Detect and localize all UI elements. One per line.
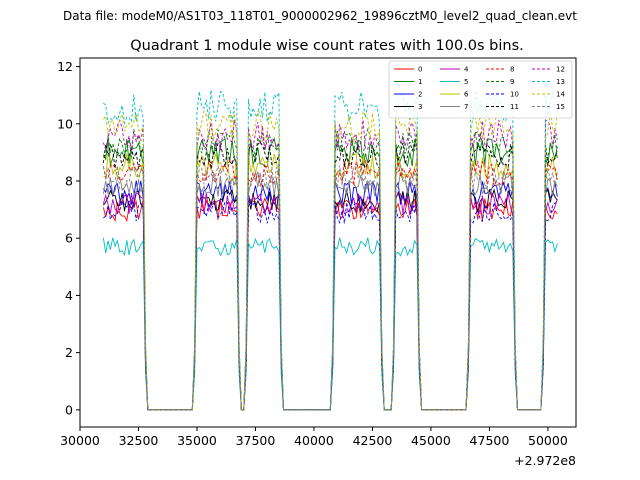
x-tick-label: 32500: [119, 433, 159, 448]
legend-label-10: 10: [510, 91, 519, 99]
legend-label-0: 0: [418, 66, 422, 74]
series-line-1: [102, 136, 558, 411]
series-line-9: [103, 127, 558, 411]
y-tick-label: 2: [65, 345, 73, 360]
legend-label-1: 1: [418, 78, 422, 86]
series-line-4: [102, 191, 558, 411]
chart-title: Quadrant 1 module wise count rates with …: [130, 38, 524, 54]
legend-label-15: 15: [556, 103, 565, 111]
y-tick-label: 4: [65, 288, 73, 303]
y-axis: 0 2 4 6 8 10 12: [57, 59, 80, 417]
legend-label-12: 12: [556, 66, 565, 74]
x-tick-label: 50000: [528, 433, 568, 448]
x-tick-label: 45000: [411, 433, 451, 448]
figure-suptitle: Data file: modeM0/AS1T03_118T01_90000029…: [63, 9, 577, 23]
series-line-8: [102, 159, 558, 411]
x-tick-label: 37500: [236, 433, 276, 448]
x-tick-label: 30000: [60, 433, 100, 448]
y-tick-label: 12: [57, 59, 73, 74]
y-tick-label: 10: [57, 116, 73, 131]
series-line-10: [103, 199, 558, 411]
series-line-12: [102, 118, 558, 411]
legend-box: [388, 60, 573, 119]
legend-label-2: 2: [418, 91, 422, 99]
y-tick-label: 0: [65, 402, 73, 417]
legend-label-3: 3: [418, 103, 422, 111]
series-line-11: [102, 141, 558, 411]
y-tick-label: 8: [65, 174, 73, 189]
legend-label-14: 14: [556, 91, 565, 99]
legend-label-5: 5: [464, 78, 468, 86]
legend-label-13: 13: [556, 78, 565, 86]
legend-label-4: 4: [464, 66, 469, 74]
legend-label-8: 8: [510, 66, 514, 74]
series-line-5: [102, 237, 558, 411]
series-line-3: [103, 188, 558, 411]
legend-label-9: 9: [510, 78, 514, 86]
legend-label-7: 7: [464, 103, 468, 111]
axes-frame: [79, 57, 577, 428]
x-tick-label: 47500: [470, 433, 510, 448]
y-tick-label: 6: [65, 231, 73, 246]
series-line-15: [102, 164, 558, 411]
x-axis-offset-label: +2.972e8: [514, 453, 576, 468]
legend-label-6: 6: [464, 91, 469, 99]
series-line-0: [102, 197, 558, 411]
x-tick-label: 40000: [294, 433, 334, 448]
x-tick-label: 42500: [353, 433, 393, 448]
x-axis: 30000 32500 35000 37500 40000 42500 45000 47500…: [60, 427, 568, 448]
plot-area: [102, 89, 558, 411]
series-line-7: [102, 171, 558, 411]
series-line-2: [103, 180, 558, 411]
x-tick-label: 35000: [177, 433, 217, 448]
legend-label-11: 11: [510, 103, 519, 111]
